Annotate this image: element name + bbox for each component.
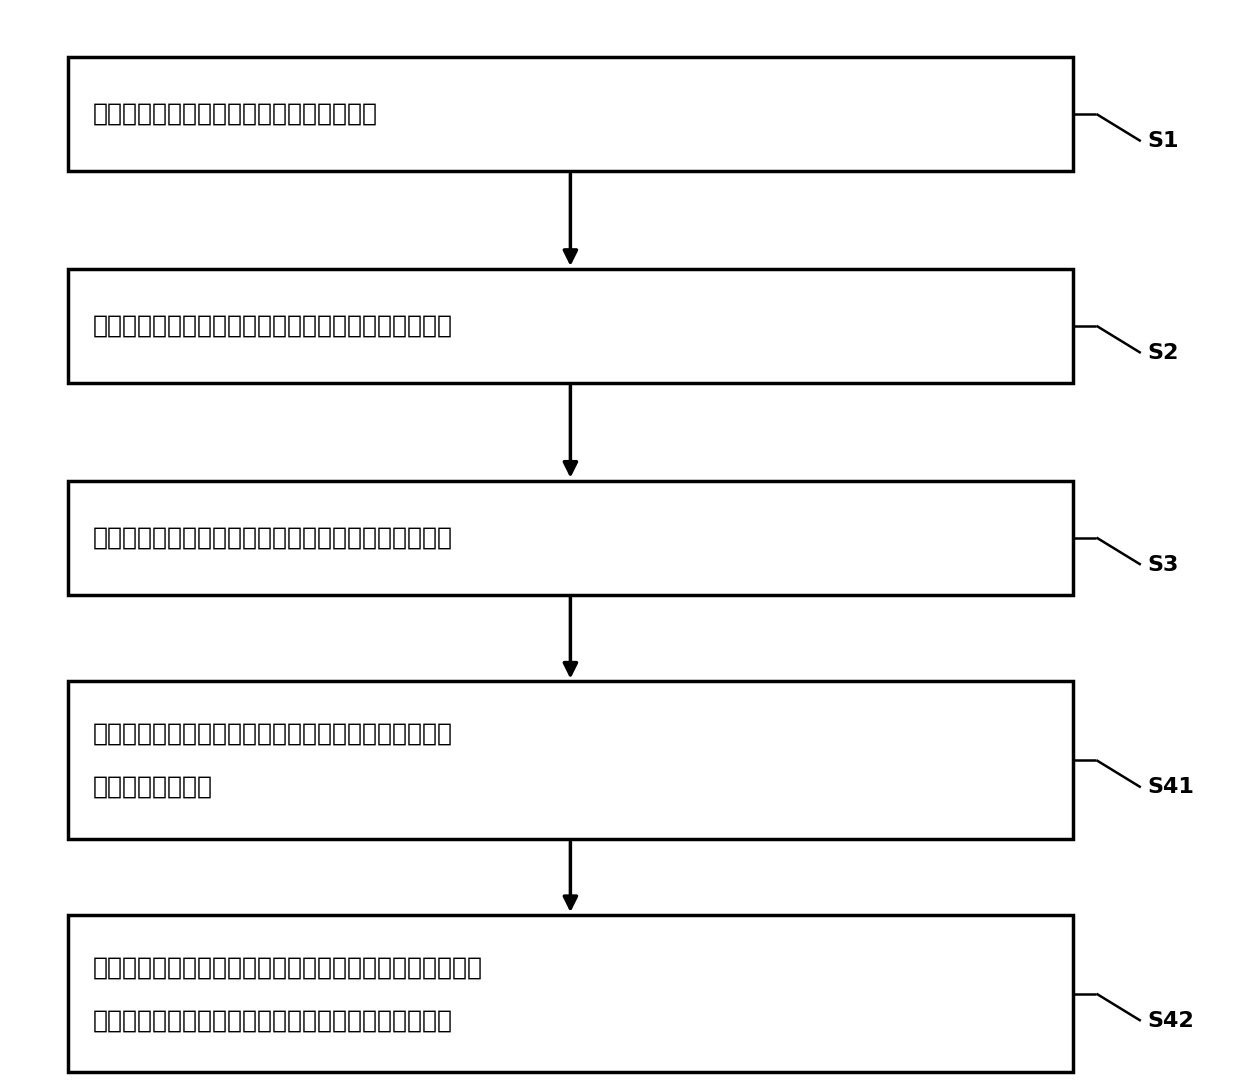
Bar	[68, 914, 1073, 1073]
Text: S3: S3	[1147, 555, 1178, 574]
Text: S2: S2	[1147, 343, 1178, 363]
Text: S41: S41	[1147, 778, 1194, 797]
Text: 若存在热失控的单体电池，获取所述动力电池包的状态: 若存在热失控的单体电池，获取所述动力电池包的状态	[93, 526, 453, 550]
Text: 是否处于循环状态: 是否处于循环状态	[93, 774, 213, 798]
Text: S1: S1	[1147, 131, 1178, 151]
Text: 电池向所述水泵供电，以使所述冷却系统处于循环状态: 电池向所述水泵供电，以使所述冷却系统处于循环状态	[93, 1008, 453, 1032]
Bar	[68, 480, 1073, 595]
Bar	[68, 269, 1073, 383]
Bar	[68, 56, 1073, 171]
Text: 识别所述冷却系统的冷却液处于停止循环状态，控制整车蓄: 识别所述冷却系统的冷却液处于停止循环状态，控制整车蓄	[93, 956, 484, 980]
Bar	[68, 682, 1073, 838]
Text: 获取所述动力电池包的单体电池的运行状态: 获取所述动力电池包的单体电池的运行状态	[93, 102, 378, 126]
Text: 识别所述动力电池包断电，获取所述冷却系统的冷却液: 识别所述动力电池包断电，获取所述冷却系统的冷却液	[93, 722, 453, 746]
Text: S42: S42	[1147, 1011, 1194, 1031]
Text: 根据所述运行状态判断是否存在发生热失控的单体电池: 根据所述运行状态判断是否存在发生热失控的单体电池	[93, 314, 453, 338]
